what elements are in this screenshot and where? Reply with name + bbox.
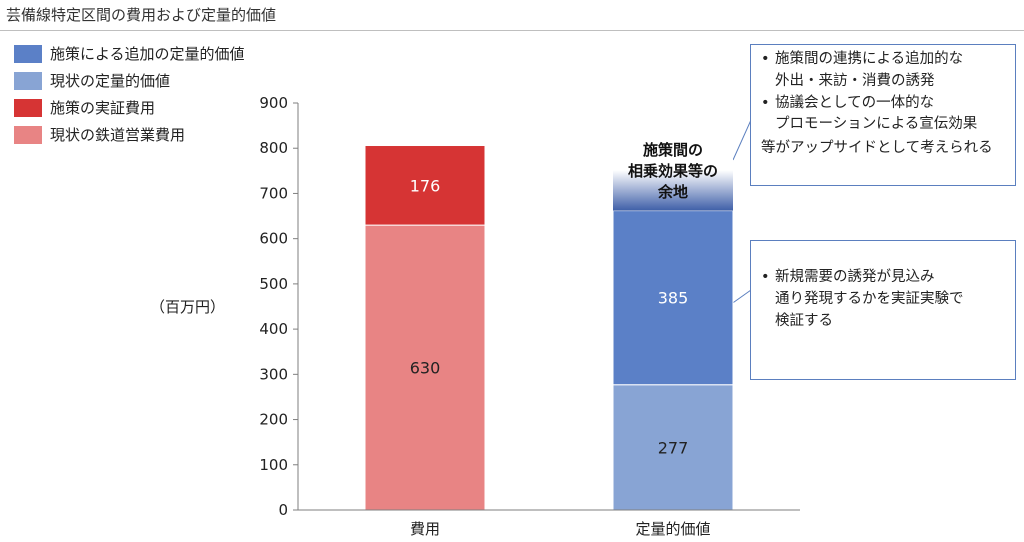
bullet-icon: • xyxy=(761,94,770,111)
legend-item: 現状の定量的価値 xyxy=(14,67,245,94)
y-tick-label: 400 xyxy=(259,320,288,338)
callout-bullet: • 施策間の連携による追加的な 外出・来訪・消費の誘発 xyxy=(761,49,1005,93)
callout-bullet-text: 新規需要の誘発が見込み 通り発現するかを実証実験で 検証する xyxy=(775,269,964,329)
bar-segment xyxy=(364,145,486,226)
y-tick-label: 300 xyxy=(259,365,288,383)
x-tick-label: 費用 xyxy=(410,520,440,538)
callout-footer-text: 等がアップサイドとして考えられる xyxy=(761,140,993,156)
y-tick-label: 700 xyxy=(259,184,288,202)
callout-upside-note: • 施策間の連携による追加的な 外出・来訪・消費の誘発 • 協議会としての一体的… xyxy=(750,44,1016,186)
y-tick-label: 600 xyxy=(259,230,288,248)
callout-bullet-text: 協議会としての一体的な プロモーションによる宣伝効果 xyxy=(775,94,978,133)
legend: 施策による追加の定量的価値 現状の定量的価値 施策の実証費用 現状の鉄道営業費用 xyxy=(14,40,245,148)
chart-title: 芸備線特定区間の費用および定量的価値 xyxy=(6,6,277,24)
title-divider xyxy=(0,30,1024,31)
legend-item: 現状の鉄道営業費用 xyxy=(14,121,245,148)
y-axis-unit-label: （百万円） xyxy=(150,298,226,316)
legend-swatch xyxy=(14,71,42,90)
synergy-region xyxy=(613,137,733,211)
legend-item: 施策の実証費用 xyxy=(14,94,245,121)
callout-bullet: • 協議会としての一体的な プロモーションによる宣伝効果 xyxy=(761,93,1005,137)
y-tick-label: 100 xyxy=(259,456,288,474)
callout-connector-top xyxy=(732,119,752,161)
y-tick-label: 900 xyxy=(259,94,288,112)
synergy-label: 余地 xyxy=(657,183,688,201)
legend-label: 現状の鉄道営業費用 xyxy=(50,126,186,144)
data-label: 630 xyxy=(410,359,441,378)
bar-segment xyxy=(612,384,734,511)
y-tick-label: 200 xyxy=(259,411,288,429)
callout-verification-note: • 新規需要の誘発が見込み 通り発現するかを実証実験で 検証する xyxy=(750,240,1016,380)
axes: 0 100 200 300 400 500 600 700 800 900 費用 定量的価値 xyxy=(259,94,800,538)
legend-swatch xyxy=(14,44,42,63)
bars xyxy=(364,137,734,511)
legend-swatch xyxy=(14,125,42,144)
bullet-icon: • xyxy=(761,51,770,67)
bullet-icon: • xyxy=(761,269,770,285)
data-label: 385 xyxy=(658,289,689,308)
callout-bullet: • 新規需要の誘発が見込み 通り発現するかを実証実験で 検証する xyxy=(761,267,1005,332)
legend-item: 施策による追加の定量的価値 xyxy=(14,40,245,67)
legend-label: 現状の定量的価値 xyxy=(50,72,171,90)
synergy-label: 施策間の xyxy=(643,141,703,159)
callout-bullet-text: 施策間の連携による追加的な 外出・来訪・消費の誘発 xyxy=(775,51,964,89)
y-tick-label: 0 xyxy=(278,501,288,519)
y-tick-label: 800 xyxy=(259,139,288,157)
x-tick-label: 定量的価値 xyxy=(635,520,710,538)
legend-label: 施策の実証費用 xyxy=(50,99,156,117)
y-tick-label: 500 xyxy=(259,275,288,293)
synergy-label: 相乗効果等の xyxy=(628,162,718,180)
bar-segment xyxy=(612,210,734,386)
legend-swatch xyxy=(14,98,42,117)
legend-label: 施策による追加の定量的価値 xyxy=(50,45,245,63)
data-label: 277 xyxy=(658,438,689,457)
data-label: 176 xyxy=(410,176,441,195)
